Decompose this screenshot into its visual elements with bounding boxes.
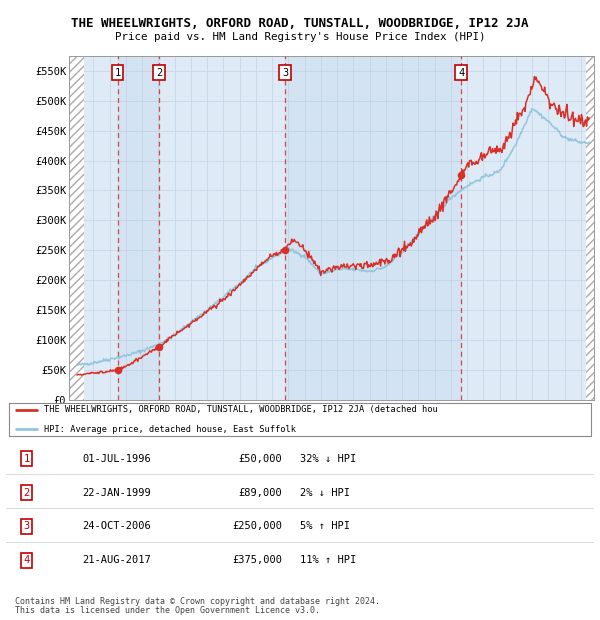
Text: 2: 2 bbox=[23, 487, 30, 498]
Text: 3: 3 bbox=[23, 521, 30, 531]
Text: 1: 1 bbox=[23, 454, 30, 464]
Text: HPI: Average price, detached house, East Suffolk: HPI: Average price, detached house, East… bbox=[44, 425, 296, 433]
Text: 1: 1 bbox=[115, 68, 121, 78]
Text: 3: 3 bbox=[282, 68, 289, 78]
Text: 01-JUL-1996: 01-JUL-1996 bbox=[82, 454, 151, 464]
Text: £50,000: £50,000 bbox=[239, 454, 283, 464]
Text: 32% ↓ HPI: 32% ↓ HPI bbox=[300, 454, 356, 464]
Text: £89,000: £89,000 bbox=[239, 487, 283, 498]
FancyBboxPatch shape bbox=[9, 402, 591, 436]
Text: 2% ↓ HPI: 2% ↓ HPI bbox=[300, 487, 350, 498]
Text: 21-AUG-2017: 21-AUG-2017 bbox=[82, 555, 151, 565]
Text: THE WHEELWRIGHTS, ORFORD ROAD, TUNSTALL, WOODBRIDGE, IP12 2JA (detached hou: THE WHEELWRIGHTS, ORFORD ROAD, TUNSTALL,… bbox=[44, 405, 438, 414]
Text: Contains HM Land Registry data © Crown copyright and database right 2024.: Contains HM Land Registry data © Crown c… bbox=[15, 596, 380, 606]
Text: Price paid vs. HM Land Registry's House Price Index (HPI): Price paid vs. HM Land Registry's House … bbox=[115, 32, 485, 42]
Bar bbox=[118, 56, 159, 400]
Text: This data is licensed under the Open Government Licence v3.0.: This data is licensed under the Open Gov… bbox=[15, 606, 320, 615]
Text: 4: 4 bbox=[23, 555, 30, 565]
Text: £250,000: £250,000 bbox=[232, 521, 283, 531]
Text: £375,000: £375,000 bbox=[232, 555, 283, 565]
Text: 24-OCT-2006: 24-OCT-2006 bbox=[82, 521, 151, 531]
Text: THE WHEELWRIGHTS, ORFORD ROAD, TUNSTALL, WOODBRIDGE, IP12 2JA: THE WHEELWRIGHTS, ORFORD ROAD, TUNSTALL,… bbox=[71, 17, 529, 30]
Text: 2: 2 bbox=[156, 68, 163, 78]
Bar bbox=[69, 56, 83, 400]
Text: 22-JAN-1999: 22-JAN-1999 bbox=[82, 487, 151, 498]
Bar bbox=[285, 56, 461, 400]
Text: 11% ↑ HPI: 11% ↑ HPI bbox=[300, 555, 356, 565]
Bar bbox=[586, 56, 594, 400]
Text: 5% ↑ HPI: 5% ↑ HPI bbox=[300, 521, 350, 531]
Text: 4: 4 bbox=[458, 68, 464, 78]
